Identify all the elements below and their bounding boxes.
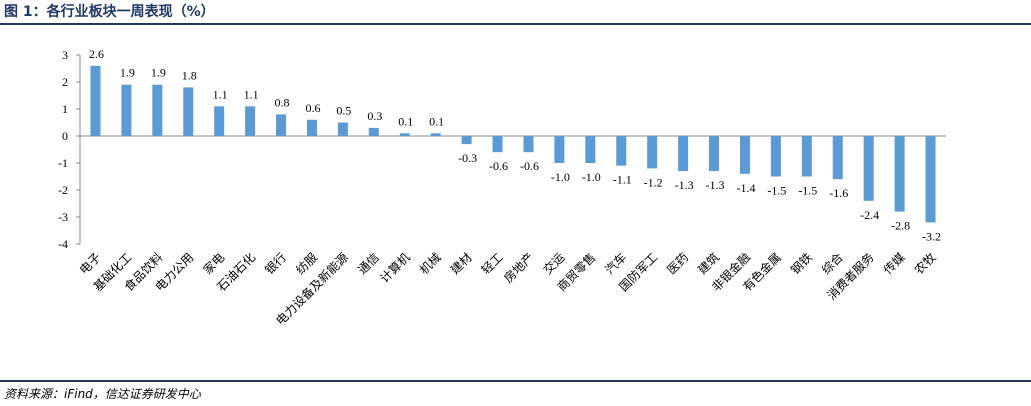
- x-tick-label: 银行: [262, 250, 289, 277]
- x-tick-label: 建材: [448, 250, 475, 277]
- bar: [337, 122, 348, 136]
- bar: [925, 136, 936, 223]
- bar: [214, 106, 225, 136]
- bar: [709, 136, 720, 172]
- value-label: -1.0: [551, 170, 570, 184]
- y-tick-label: 3: [62, 48, 68, 62]
- x-tick-label: 汽车: [602, 250, 630, 278]
- bar: [152, 84, 163, 136]
- value-label: 0.6: [305, 101, 320, 115]
- y-tick-label: -3: [58, 210, 68, 224]
- bar: [585, 136, 596, 163]
- bar: [770, 136, 781, 177]
- y-tick-label: -2: [58, 183, 68, 197]
- x-tick-label: 交运: [540, 250, 568, 278]
- x-tick-label: 综合: [818, 250, 846, 278]
- x-tick-label: 农牧: [912, 250, 939, 277]
- bar: [368, 127, 379, 136]
- x-tick-label: 房地产: [501, 250, 537, 286]
- bar: [863, 136, 874, 201]
- value-label: 1.8: [182, 68, 197, 82]
- x-tick-label: 家电: [200, 250, 228, 278]
- bar: [245, 106, 256, 136]
- chart-title: 图 1：各行业板块一周表现（%）: [4, 3, 215, 20]
- bar: [492, 136, 503, 153]
- value-label: -1.5: [767, 184, 786, 198]
- x-tick-label: 电子: [77, 250, 104, 277]
- value-label: 1.1: [244, 87, 259, 101]
- bar: [399, 133, 410, 136]
- x-tick-label: 医药: [664, 250, 691, 277]
- value-label: -1.4: [736, 181, 755, 195]
- y-tick-label: 2: [62, 75, 68, 89]
- x-tick-label: 纺服: [293, 250, 320, 277]
- value-label: -1.5: [798, 184, 817, 198]
- y-tick-label: 1: [62, 102, 68, 116]
- value-label: 0.1: [429, 114, 444, 128]
- value-label: -0.3: [458, 151, 477, 165]
- value-label: 0.5: [336, 104, 351, 118]
- value-label: 1.9: [120, 66, 135, 80]
- value-label: -1.3: [706, 178, 725, 192]
- bar: [554, 136, 565, 163]
- bar: [647, 136, 658, 169]
- bar: [523, 136, 534, 153]
- bar: [183, 87, 194, 136]
- value-label: 2.6: [89, 47, 104, 61]
- bar: [121, 84, 132, 136]
- bar: [306, 119, 317, 136]
- value-label: -2.8: [891, 219, 910, 233]
- value-label: 0.3: [367, 109, 382, 123]
- x-tick-label: 建筑: [695, 250, 723, 278]
- bar: [430, 133, 441, 136]
- value-label: -1.0: [582, 170, 601, 184]
- value-label: -1.6: [829, 186, 848, 200]
- bar: [894, 136, 905, 212]
- value-label: 0.8: [275, 95, 290, 109]
- value-label: 1.9: [151, 66, 166, 80]
- bar: [276, 114, 287, 136]
- value-label: -3.2: [922, 229, 941, 243]
- bar: [90, 65, 101, 136]
- value-label: -1.1: [613, 173, 632, 187]
- bar: [461, 136, 472, 145]
- bar: [801, 136, 812, 177]
- x-tick-label: 轻工: [479, 250, 506, 277]
- value-label: -1.3: [675, 178, 694, 192]
- y-tick-label: -4: [58, 237, 68, 251]
- value-label: -0.6: [489, 159, 508, 173]
- bar: [678, 136, 689, 172]
- source-note: 资料来源：iFind，信达证券研发中心: [4, 387, 202, 401]
- x-tick-label: 通信: [355, 250, 382, 277]
- y-tick-label: 0: [62, 129, 68, 143]
- x-tick-label: 计算机: [377, 250, 413, 286]
- value-label: 1.1: [213, 87, 228, 101]
- value-label: -0.6: [520, 159, 539, 173]
- bar: [616, 136, 627, 166]
- x-tick-label: 传媒: [880, 250, 908, 278]
- x-tick-label: 机械: [416, 250, 444, 278]
- x-tick-label: 钢铁: [788, 250, 815, 277]
- value-label: -2.4: [860, 208, 879, 222]
- y-tick-label: -1: [58, 156, 68, 170]
- value-label: 0.1: [398, 114, 413, 128]
- bar: [739, 136, 750, 174]
- bar: [832, 136, 843, 180]
- value-label: -1.2: [644, 175, 663, 189]
